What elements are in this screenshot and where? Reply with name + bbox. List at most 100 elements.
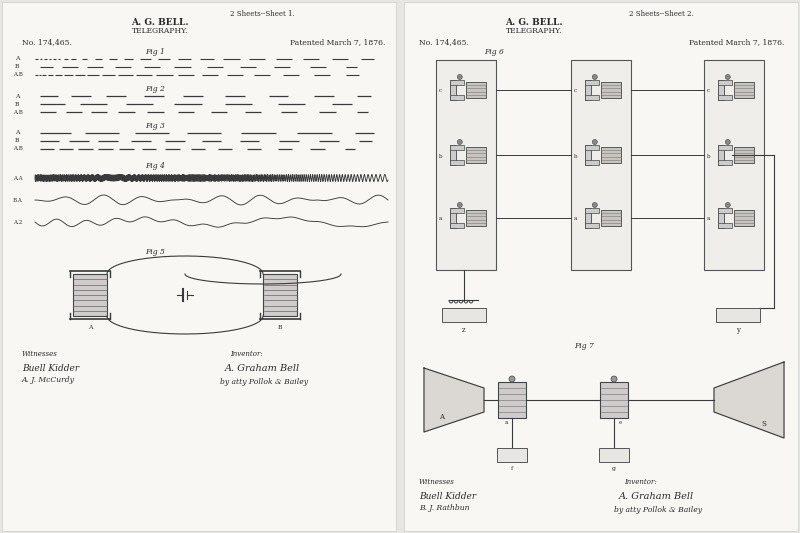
Bar	[404, 2, 798, 531]
Bar	[442, 308, 486, 322]
Text: a: a	[706, 216, 710, 222]
Text: A: A	[15, 131, 19, 135]
Text: B. J. Rathbun: B. J. Rathbun	[419, 504, 470, 512]
Text: g: g	[612, 466, 616, 471]
Circle shape	[726, 140, 730, 144]
Bar	[450, 208, 464, 213]
Text: 2 Sheets--Sheet 2.: 2 Sheets--Sheet 2.	[630, 10, 694, 18]
Bar	[585, 208, 599, 213]
Text: A. G. BELL.: A. G. BELL.	[505, 18, 563, 27]
Circle shape	[592, 203, 598, 207]
Text: c: c	[574, 88, 577, 93]
Text: z: z	[462, 326, 466, 334]
Text: A: A	[439, 413, 445, 421]
Bar	[585, 160, 599, 165]
Bar	[734, 147, 754, 163]
Bar	[585, 223, 599, 228]
Bar	[497, 448, 527, 462]
Bar	[450, 80, 464, 85]
Text: A: A	[88, 325, 92, 330]
Text: B: B	[15, 101, 19, 107]
Text: Witnesses: Witnesses	[22, 350, 58, 358]
Text: A.B: A.B	[13, 147, 23, 151]
Bar	[718, 145, 732, 150]
Bar	[73, 274, 107, 316]
Text: Witnesses: Witnesses	[419, 478, 455, 486]
Bar	[466, 147, 486, 163]
Bar	[585, 80, 590, 100]
Text: Fig 7: Fig 7	[574, 342, 594, 350]
Bar	[718, 208, 724, 228]
Text: 2 Sheets--Sheet 1.: 2 Sheets--Sheet 1.	[230, 10, 295, 18]
Bar	[585, 145, 599, 150]
Bar	[716, 308, 760, 322]
Bar	[718, 80, 732, 85]
Bar	[450, 208, 456, 228]
Text: TELEGRAPHY.: TELEGRAPHY.	[132, 27, 188, 35]
Text: Fig 5: Fig 5	[145, 248, 165, 256]
Text: A.B: A.B	[13, 109, 23, 115]
Bar	[734, 82, 754, 98]
Bar	[466, 210, 486, 226]
Bar	[718, 95, 732, 100]
Bar	[450, 80, 456, 100]
Bar	[601, 210, 621, 226]
Circle shape	[458, 75, 462, 79]
Bar	[718, 208, 732, 213]
Bar	[450, 223, 464, 228]
Text: A.2: A.2	[13, 220, 22, 224]
Circle shape	[509, 376, 515, 382]
Bar	[718, 223, 732, 228]
Bar	[585, 145, 590, 165]
Bar	[585, 208, 590, 228]
Text: A.A: A.A	[13, 175, 22, 181]
Text: A.B: A.B	[13, 72, 23, 77]
Text: b: b	[574, 154, 577, 158]
Text: Buell Kidder: Buell Kidder	[22, 364, 79, 373]
Text: by atty Pollok & Bailey: by atty Pollok & Bailey	[220, 378, 308, 386]
Text: a: a	[504, 420, 508, 425]
Text: y: y	[736, 326, 740, 334]
Bar	[498, 382, 526, 418]
Text: e: e	[618, 420, 622, 425]
Bar	[450, 95, 464, 100]
Text: A: A	[15, 93, 19, 99]
Text: Patented March 7, 1876.: Patented March 7, 1876.	[689, 38, 784, 46]
Bar	[718, 145, 724, 165]
Text: by atty Pollok & Bailey: by atty Pollok & Bailey	[614, 506, 702, 514]
Text: Fig 4: Fig 4	[145, 162, 165, 170]
Bar	[718, 160, 732, 165]
Circle shape	[458, 140, 462, 144]
Text: c: c	[439, 88, 442, 93]
Text: No. 174,465.: No. 174,465.	[22, 38, 72, 46]
Text: Fig 2: Fig 2	[145, 85, 165, 93]
Text: b: b	[438, 154, 442, 158]
Text: A. Graham Bell: A. Graham Bell	[619, 492, 694, 501]
Bar	[571, 60, 631, 270]
Text: B: B	[278, 325, 282, 330]
Bar	[704, 60, 764, 270]
Text: B: B	[15, 139, 19, 143]
Bar	[263, 274, 297, 316]
Text: a: a	[574, 216, 577, 222]
Text: Fig 3: Fig 3	[145, 122, 165, 130]
Bar	[450, 145, 464, 150]
Bar	[436, 60, 496, 270]
Polygon shape	[424, 368, 484, 432]
Text: Inventor:: Inventor:	[230, 350, 262, 358]
Bar	[600, 382, 628, 418]
Circle shape	[611, 376, 617, 382]
Text: Fig 6: Fig 6	[484, 48, 504, 56]
Circle shape	[458, 203, 462, 207]
Bar	[2, 2, 396, 531]
Text: S: S	[762, 420, 766, 428]
Bar	[585, 80, 599, 85]
Bar	[718, 80, 724, 100]
Bar	[466, 82, 486, 98]
Polygon shape	[714, 362, 784, 438]
Circle shape	[726, 75, 730, 79]
Bar	[450, 160, 464, 165]
Text: a: a	[438, 216, 442, 222]
Text: No. 174,465.: No. 174,465.	[419, 38, 469, 46]
Bar	[585, 95, 599, 100]
